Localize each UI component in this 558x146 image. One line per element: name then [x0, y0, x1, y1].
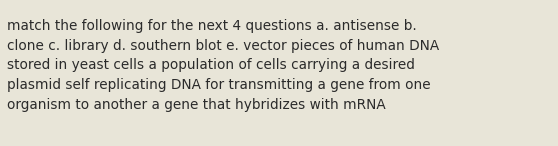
Text: match the following for the next 4 questions a. antisense b.
clone c. library d.: match the following for the next 4 quest…: [7, 19, 440, 112]
